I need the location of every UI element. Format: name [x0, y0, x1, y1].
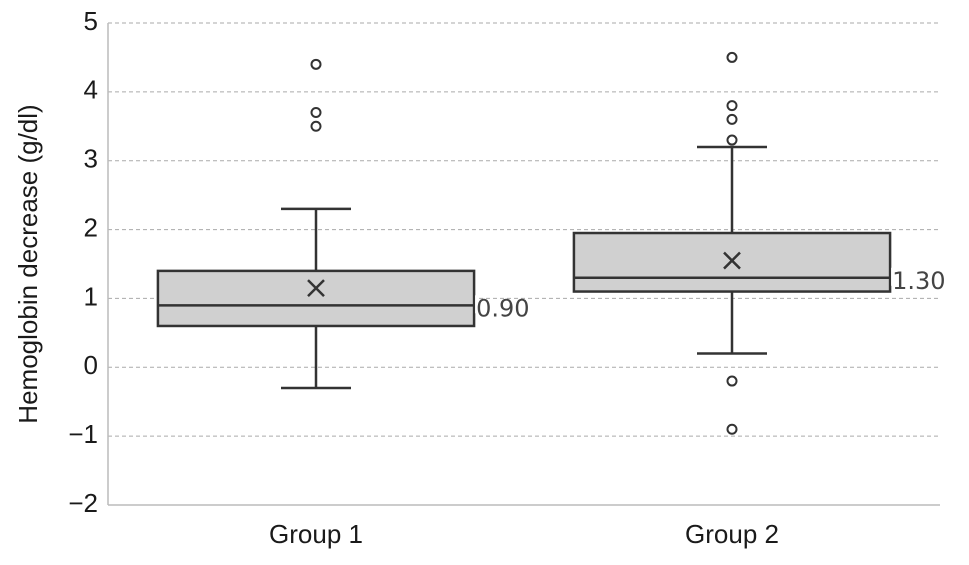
mean-stroke — [723, 251, 741, 270]
y-tick-label: 3 — [84, 144, 98, 174]
y-tick-label: 1 — [84, 281, 98, 311]
x-tick-label: Group 1 — [269, 519, 363, 549]
mean-stroke — [307, 279, 325, 297]
median-label: 1.30 — [892, 267, 945, 295]
y-tick-label: −1 — [68, 419, 98, 449]
median-label-bg — [475, 295, 480, 314]
outlier — [726, 423, 738, 435]
outlier — [726, 51, 738, 63]
box — [156, 269, 476, 328]
outlier — [310, 120, 322, 132]
y-tick-label: 5 — [84, 6, 98, 36]
outlier — [310, 58, 322, 70]
mean-marker — [723, 251, 741, 270]
outlier — [726, 113, 738, 125]
outlier — [726, 134, 738, 146]
outlier — [726, 100, 738, 112]
x-tick-label: Group 2 — [685, 519, 779, 549]
mean-marker — [307, 279, 325, 297]
y-tick-label: 4 — [84, 75, 98, 105]
y-tick-label: 0 — [84, 350, 98, 380]
y-tick-label: −2 — [68, 488, 98, 518]
outlier — [310, 107, 322, 119]
y-axis-label: Hemoglobin decrease (g/dl) — [13, 104, 43, 423]
median-label-bg — [891, 267, 896, 286]
median-label: 0.90 — [476, 294, 529, 322]
y-tick-label: 2 — [84, 212, 98, 242]
outlier — [726, 375, 738, 387]
